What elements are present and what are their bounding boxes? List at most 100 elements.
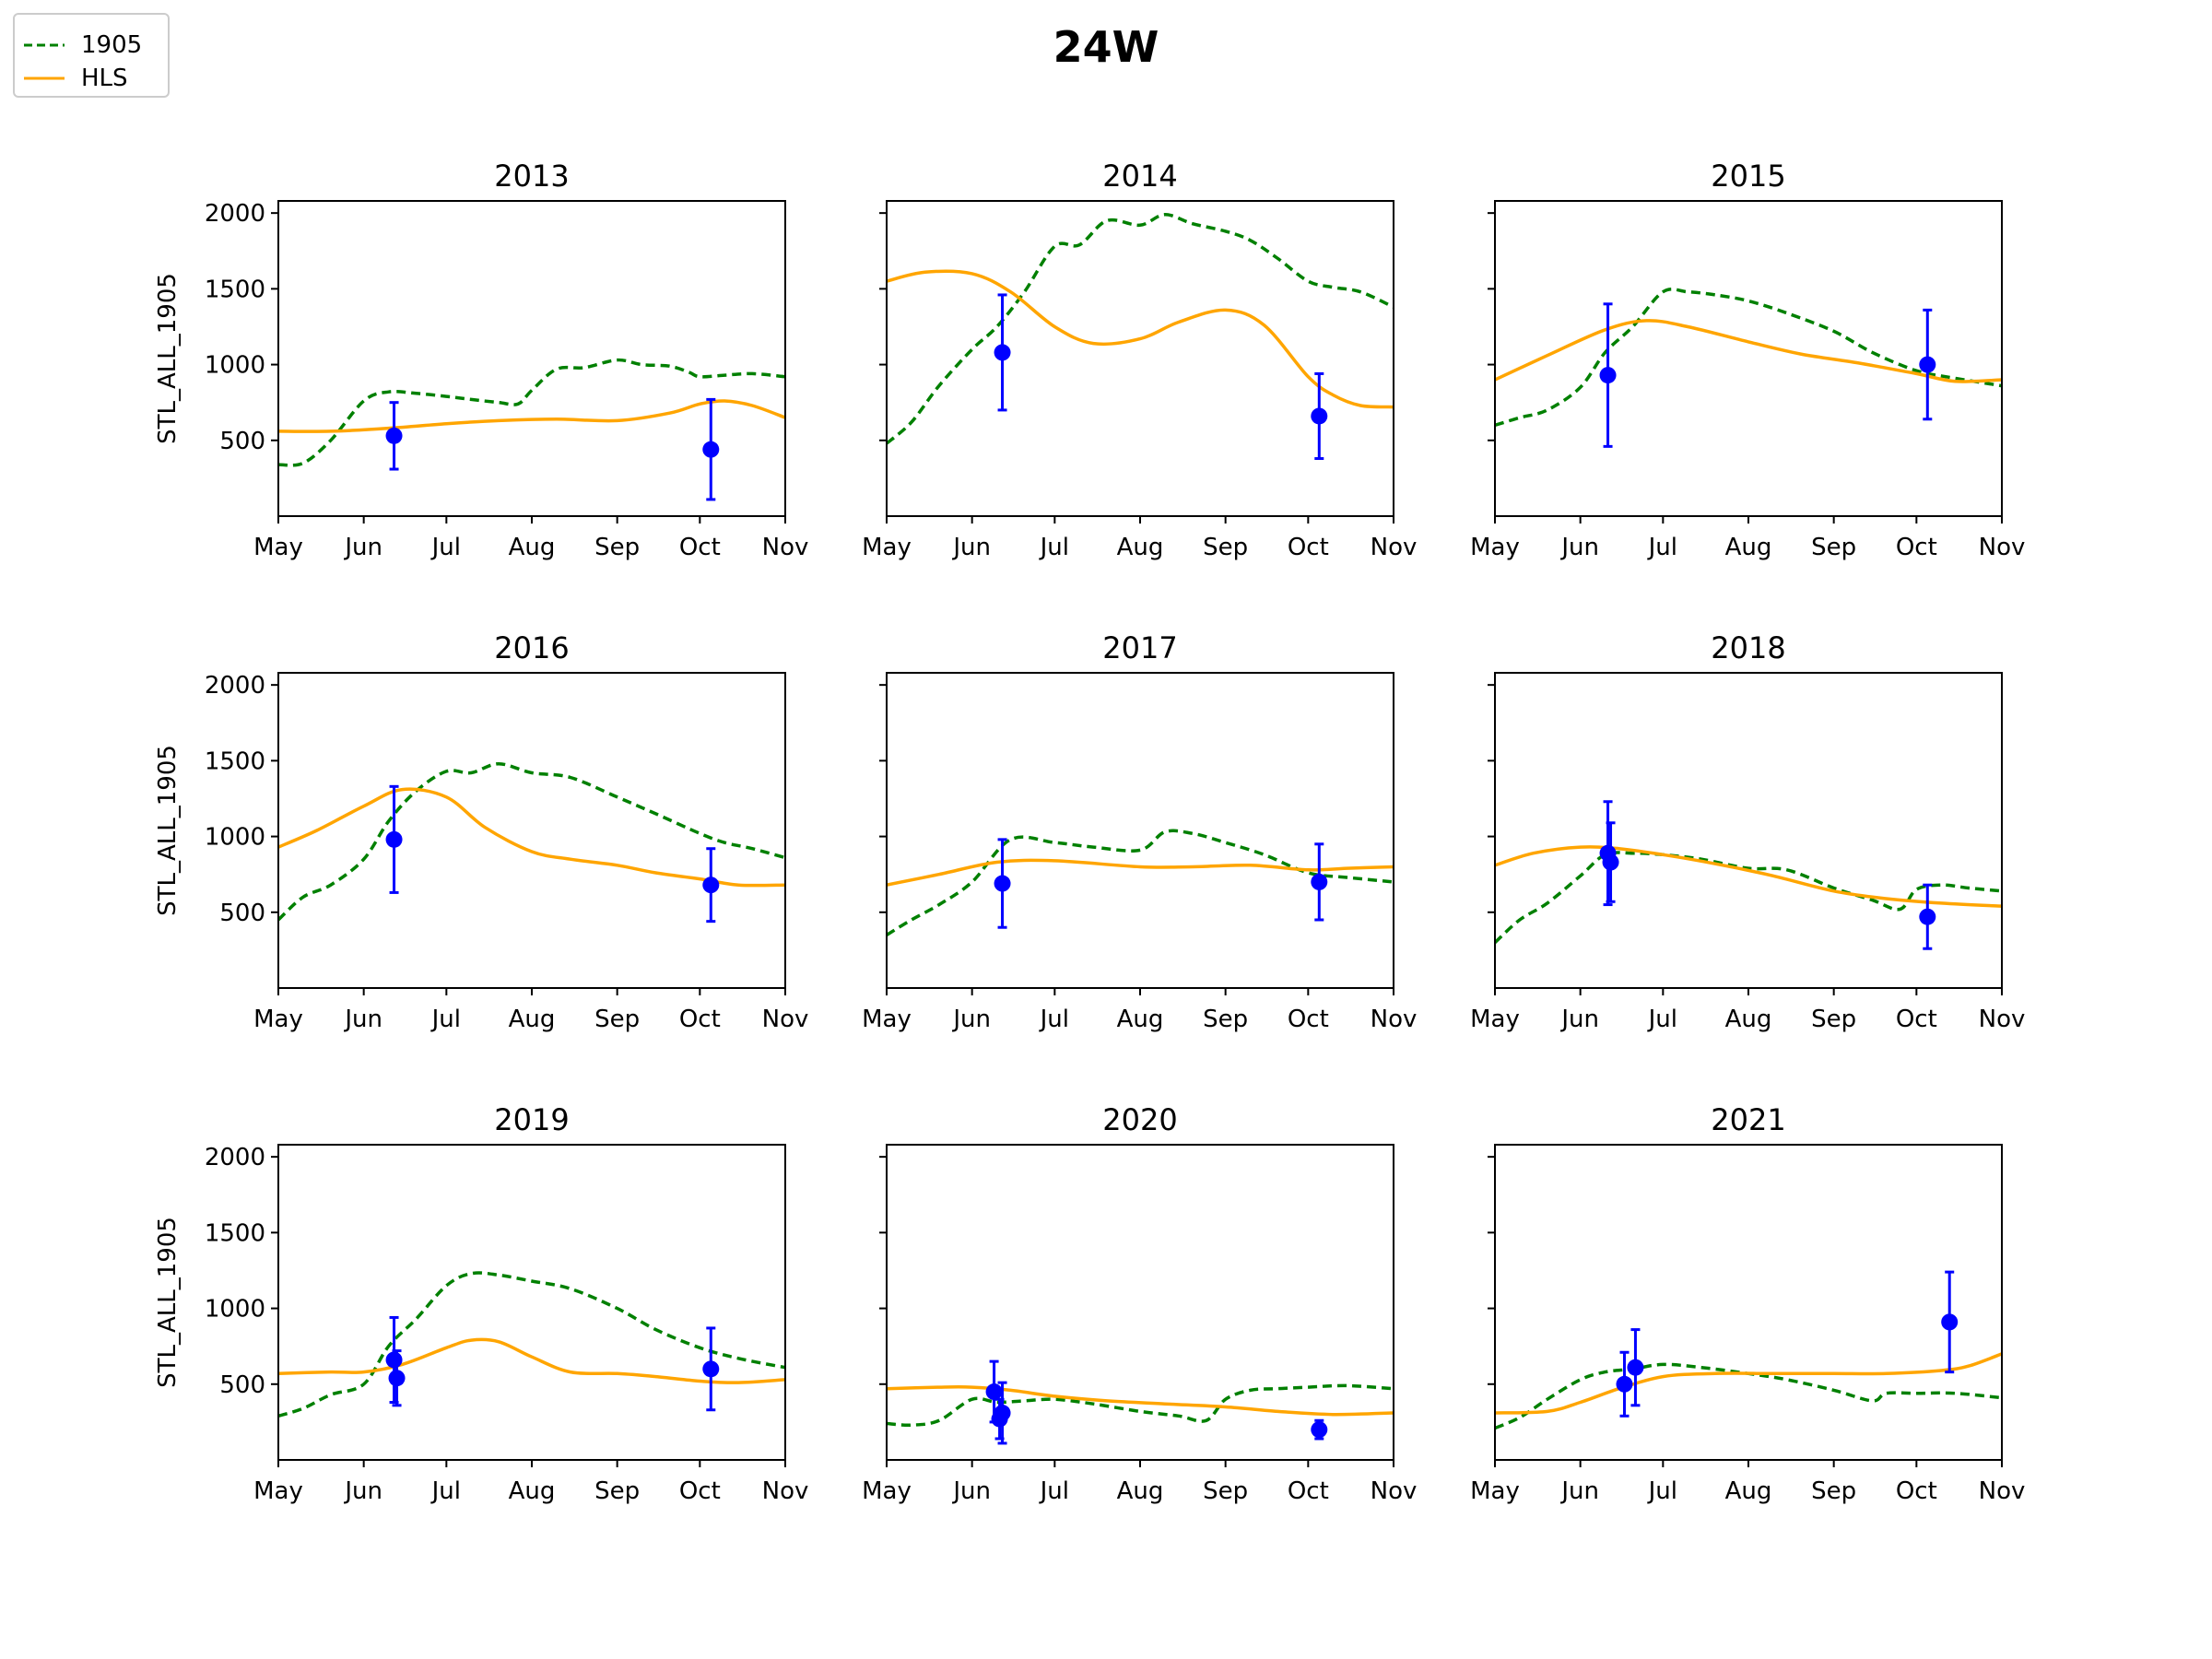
series-line-1905 [1495,851,2002,944]
plot-area [278,1271,785,1418]
x-tick-label: May [253,1477,303,1505]
series-line-1905 [887,1383,1394,1428]
x-tick-label: May [862,1006,912,1033]
axes-frame [277,1144,786,1461]
series-line-hls [887,269,1394,409]
observation-point [994,1405,1011,1422]
observation-point [1919,356,1936,373]
x-tick-label: May [862,534,912,561]
x-tick-label: Aug [509,1006,556,1033]
y-tick-label: 2000 [205,672,265,700]
subplot-2020: 2020 May Jun Jul Aug Sep Oct Nov [862,1102,1417,1505]
x-tick-label: May [1470,1477,1520,1505]
figure-title: 24W [1053,22,1159,72]
y-axis-label: STL_ALL_1905 [154,745,182,916]
x-tick-label: Jul [430,534,461,561]
subplot-title: 2018 [1711,630,1785,665]
x-tick-label: Jul [1647,534,1677,561]
x-tick-label: Aug [509,534,556,561]
axes-frame [1494,200,2003,517]
x-tick-label: Sep [594,534,640,561]
subplot-2017: 2017 May Jun Jul Aug Sep Oct Nov [862,630,1417,1033]
x-tick-label: Aug [1725,1477,1772,1505]
plot-area [887,213,1394,461]
subplot-2015: 2015 May Jun Jul Aug Sep Oct Nov [1470,159,2025,561]
series-line-hls [1495,1352,2002,1415]
y-tick-label: 2000 [205,1144,265,1171]
x-tick-label: Oct [1288,534,1329,561]
subplot-title: 2015 [1711,159,1785,194]
x-tick-label: Aug [1117,534,1164,561]
x-tick-label: Aug [1117,1006,1164,1033]
axes-frame [1494,672,2003,989]
series-line-1905 [887,213,1394,445]
observation-point [1919,908,1936,925]
legend-label: 1905 [81,31,143,59]
y-tick-label: 1000 [205,352,265,380]
axes-frame [277,200,786,517]
plot-area [1495,1270,2002,1430]
x-tick-label: Sep [1811,1006,1856,1033]
y-tick-label: 1500 [205,747,265,775]
axes-frame [277,672,786,989]
x-tick-label: Jul [430,1477,461,1505]
legend-item-hls: HLS [24,65,128,92]
x-tick-label: Jul [1647,1006,1677,1033]
x-tick-label: Oct [1896,1477,1937,1505]
subplot-title: 2014 [1102,159,1177,194]
x-tick-label: Sep [594,1477,640,1505]
x-tick-label: Sep [1203,1006,1248,1033]
x-tick-label: Oct [679,1006,721,1033]
x-tick-label: May [1470,1006,1520,1033]
series-line-hls [278,787,785,888]
y-tick-label: 1500 [205,276,265,303]
observation-point [385,427,403,444]
plot-area [1495,800,2002,950]
x-tick-label: Jul [1039,1006,1069,1033]
subplot-title: 2017 [1102,630,1177,665]
x-tick-label: Jun [343,1477,382,1505]
series-line-hls [1495,845,2002,908]
x-tick-label: Oct [1896,534,1937,561]
x-tick-label: Nov [1371,1477,1418,1505]
x-tick-label: Sep [1811,1477,1856,1505]
y-tick-label: 500 [219,1371,265,1399]
x-tick-label: Jun [1559,1477,1599,1505]
x-tick-label: Nov [762,1006,809,1033]
x-tick-label: May [862,1477,912,1505]
subplot-2018: 2018 May Jun Jul Aug Sep Oct Nov [1470,630,2025,1033]
axes-frame [886,1144,1394,1461]
series-line-1905 [278,1271,785,1418]
x-tick-label: Jun [343,534,382,561]
legend-label: HLS [81,65,128,92]
y-tick-label: 1000 [205,1296,265,1324]
observation-point [1311,873,1328,890]
subplot-2013: 2013 500 1000 1500 2000 May Jun Jul Aug Sep Oct Nov… [154,159,808,561]
x-tick-label: Jul [1039,534,1069,561]
subplot-title: 2019 [494,1102,569,1137]
legend-swatch-1905 [24,43,65,47]
y-tick-label: 500 [219,428,265,455]
plot-area [887,829,1394,936]
x-tick-label: Sep [594,1006,640,1033]
observation-point [1602,853,1619,871]
x-tick-label: Aug [1725,1006,1772,1033]
subplot-title: 2016 [494,630,569,665]
x-tick-label: Aug [509,1477,556,1505]
subplot-2014: 2014 May Jun Jul Aug Sep Oct Nov [862,159,1417,561]
y-tick-label: 1000 [205,824,265,852]
subplot-title: 2021 [1711,1102,1785,1137]
x-tick-label: Sep [1203,534,1248,561]
x-tick-label: Nov [1371,1006,1418,1033]
observation-point [1311,1421,1328,1439]
legend: 1905 HLS [13,13,170,98]
plot-area [278,358,785,501]
axes-frame [1494,1144,2003,1461]
legend-item-1905: 1905 [24,31,142,59]
x-tick-label: Jul [1039,1477,1069,1505]
x-tick-label: Nov [762,1477,809,1505]
y-tick-label: 1500 [205,1219,265,1247]
x-tick-label: Nov [1371,534,1418,561]
x-tick-label: May [253,534,303,561]
observation-point [385,830,403,848]
